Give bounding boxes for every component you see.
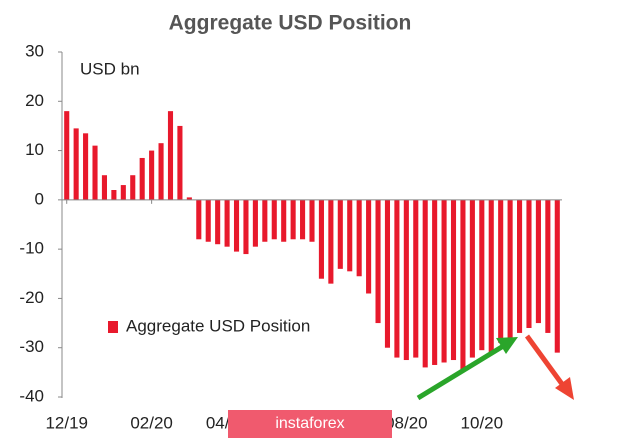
bar	[83, 133, 89, 200]
bar	[281, 199, 287, 242]
bar	[347, 199, 353, 272]
bar	[384, 199, 391, 348]
bar	[413, 199, 419, 358]
bar	[318, 199, 324, 279]
bar	[215, 199, 221, 245]
bar	[460, 199, 466, 370]
bar	[73, 128, 79, 200]
bar	[233, 199, 240, 252]
bar	[394, 199, 400, 358]
bar	[309, 199, 315, 242]
bar	[535, 199, 541, 324]
plot: -40-30-20-10010203012/1902/2004/2006/200…	[19, 41, 562, 432]
watermark-box	[228, 410, 392, 438]
bar	[479, 199, 485, 351]
green-arrow	[416, 337, 518, 401]
bar	[167, 111, 174, 200]
y-tick-label: 30	[25, 41, 44, 60]
bar	[205, 199, 211, 242]
bar	[441, 199, 447, 363]
x-tick-label: 02/20	[130, 413, 173, 432]
chart-title: Aggregate USD Position	[169, 12, 412, 35]
bar	[356, 199, 362, 277]
bar	[469, 199, 475, 358]
bar	[366, 199, 372, 294]
bar	[488, 199, 494, 353]
unit-label: USD bn	[80, 59, 140, 78]
bar	[554, 199, 560, 353]
bar	[328, 199, 334, 284]
bar	[545, 199, 551, 333]
bar	[149, 150, 155, 200]
x-tick-label: 08/20	[385, 413, 428, 432]
bar	[158, 143, 164, 200]
bar	[403, 199, 409, 361]
bar	[498, 199, 504, 343]
bar	[290, 199, 296, 240]
y-tick-label: -20	[19, 288, 44, 307]
bar	[130, 175, 136, 200]
bar	[450, 199, 457, 361]
bar	[271, 199, 277, 240]
bar	[177, 125, 183, 200]
bar	[101, 175, 107, 200]
y-tick-label: -30	[19, 337, 44, 356]
legend-label: Aggregate USD Position	[126, 316, 310, 335]
bar	[252, 199, 258, 247]
y-tick-label: 0	[35, 189, 44, 208]
bar	[432, 199, 438, 365]
bar	[186, 197, 192, 200]
bar	[111, 190, 117, 200]
legend-swatch	[108, 321, 118, 333]
y-tick-label: 20	[25, 91, 44, 110]
bar	[337, 199, 343, 269]
x-tick-label: 10/20	[461, 413, 504, 432]
red-arrow	[524, 334, 574, 400]
bar	[300, 199, 306, 240]
x-tick-label: 12/19	[45, 413, 88, 432]
bar	[375, 199, 381, 324]
bar	[120, 185, 126, 200]
bar	[526, 199, 532, 328]
bar	[243, 199, 249, 255]
y-tick-label: -40	[19, 386, 44, 405]
bar	[224, 199, 230, 247]
bar	[422, 199, 428, 368]
bar	[92, 145, 98, 200]
bar	[196, 199, 202, 240]
bar	[262, 199, 268, 242]
watermark: instaforex	[275, 415, 344, 432]
y-tick-label: -10	[19, 239, 44, 258]
y-tick-label: 10	[25, 140, 44, 159]
bar	[139, 157, 145, 200]
bar	[507, 199, 513, 341]
bar	[517, 199, 523, 333]
bar	[64, 111, 70, 200]
